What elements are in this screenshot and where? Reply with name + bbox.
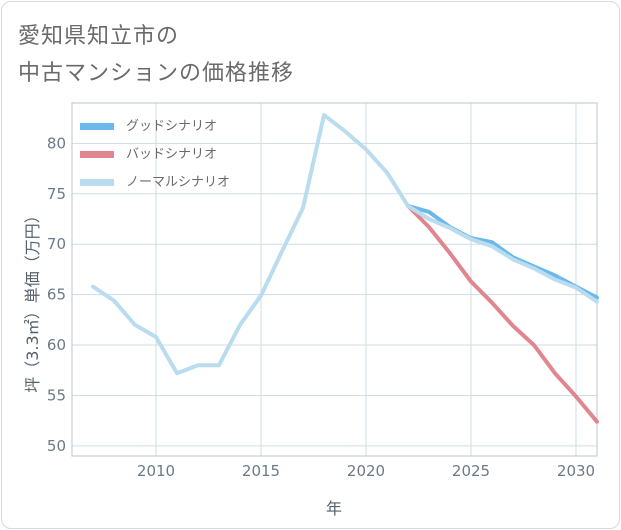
y-tick-55: 55: [47, 386, 66, 404]
series-line-bad: [406, 203, 599, 424]
y-tick-80: 80: [47, 134, 66, 152]
legend-label-good: グッドシナリオ: [126, 119, 217, 134]
y-tick-70: 70: [47, 235, 66, 253]
chart-title-line1: 愛知県知立市の: [18, 24, 180, 49]
legend-swatch-bad: [80, 151, 114, 158]
legend-swatch-normal: [80, 179, 114, 186]
x-axis-label: 年: [326, 499, 342, 518]
plot-frame: [71, 102, 598, 457]
y-tick-65: 65: [47, 286, 66, 304]
y-tick-60: 60: [47, 336, 66, 354]
chart-title-line2: 中古マンションの価格推移: [18, 61, 295, 86]
y-axis-label: 坪（3.3㎡）単価（万円）: [23, 207, 42, 392]
legend-label-normal: ノーマルシナリオ: [126, 175, 230, 190]
legend-swatch-good: [80, 123, 114, 130]
x-tick-2025: 2025: [452, 462, 490, 480]
legend-label-bad: バッドシナリオ: [126, 147, 217, 162]
y-tick-50: 50: [47, 437, 66, 455]
series-lines: [91, 113, 599, 424]
y-tick-75: 75: [47, 185, 66, 203]
series-line-normal: [91, 113, 599, 376]
x-tick-2020: 2020: [347, 462, 385, 480]
x-tick-2015: 2015: [242, 462, 280, 480]
x-tick-2010: 2010: [137, 462, 175, 480]
axis-ticks: 2010 2015 2020 2025 2030 50 55 60 65 70 75 80: [47, 134, 595, 480]
x-tick-2030: 2030: [557, 462, 595, 480]
series-line-good: [406, 203, 599, 300]
